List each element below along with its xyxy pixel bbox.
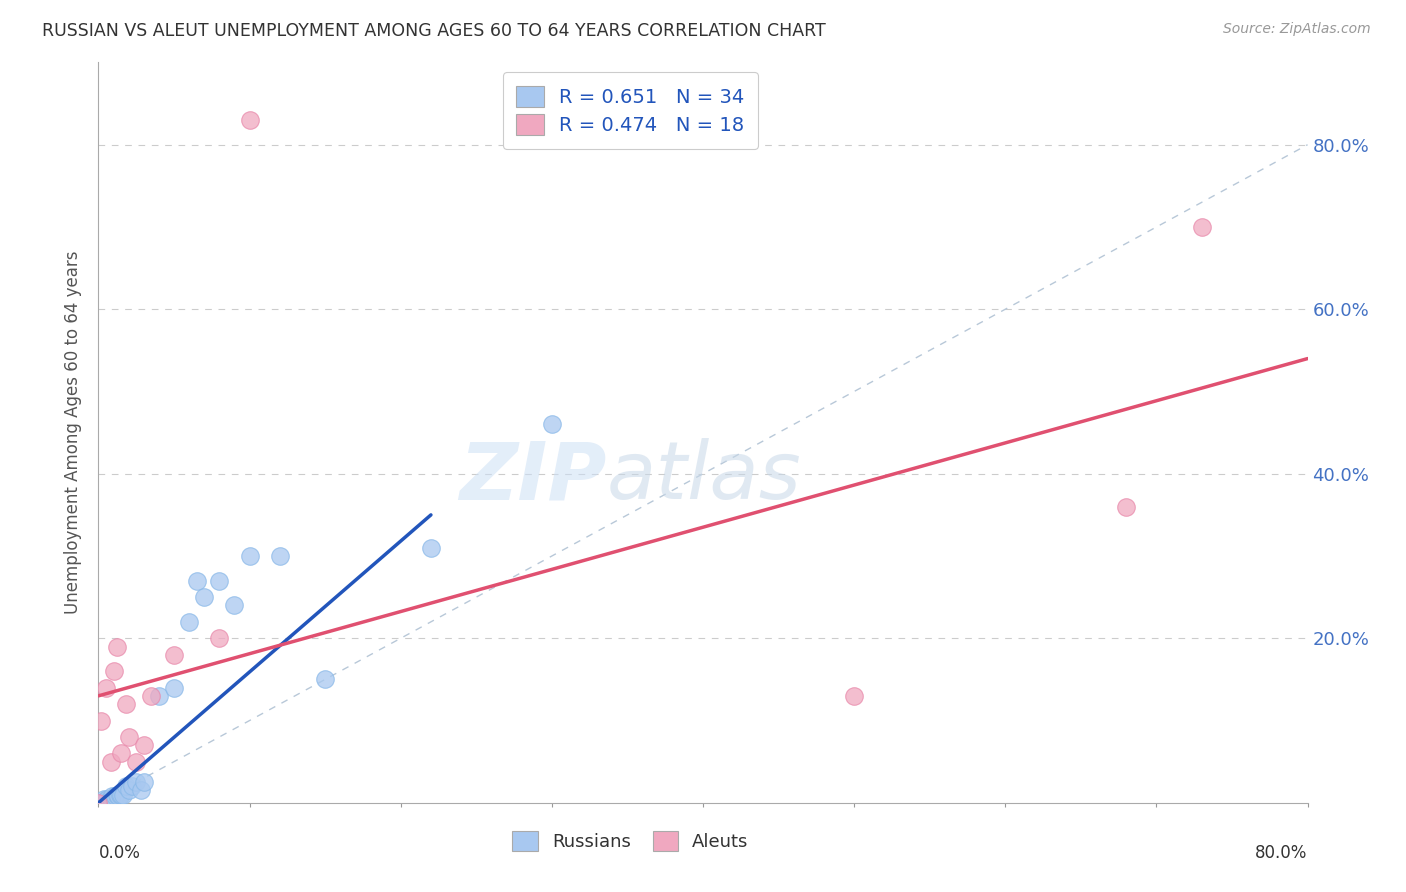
Point: [118, 783, 141, 797]
Point: [91, 796, 114, 810]
Text: RUSSIAN VS ALEUT UNEMPLOYMENT AMONG AGES 60 TO 64 YEARS CORRELATION CHART: RUSSIAN VS ALEUT UNEMPLOYMENT AMONG AGES…: [42, 22, 825, 40]
Point: [101, 789, 124, 804]
Point: [114, 697, 136, 711]
Point: [179, 615, 201, 629]
Point: [163, 648, 186, 662]
Point: [87, 796, 110, 810]
Point: [93, 791, 115, 805]
Point: [420, 541, 443, 555]
Point: [193, 590, 215, 604]
Point: [208, 574, 231, 588]
Point: [94, 681, 117, 695]
Point: [844, 689, 866, 703]
Point: [87, 796, 110, 810]
Point: [125, 755, 148, 769]
Point: [163, 681, 186, 695]
Point: [96, 791, 118, 805]
Point: [105, 788, 128, 802]
Point: [114, 780, 136, 794]
Point: [105, 640, 128, 654]
Point: [239, 549, 262, 563]
Legend: Russians, Aleuts: Russians, Aleuts: [503, 822, 758, 861]
Point: [118, 730, 141, 744]
Point: [1115, 500, 1137, 514]
Point: [141, 689, 163, 703]
Point: [224, 599, 246, 613]
Point: [98, 793, 121, 807]
Point: [314, 673, 336, 687]
Text: atlas: atlas: [606, 438, 801, 516]
Point: [132, 775, 155, 789]
Point: [108, 788, 131, 802]
Text: 80.0%: 80.0%: [1256, 844, 1308, 862]
Text: 0.0%: 0.0%: [98, 844, 141, 862]
Point: [540, 417, 562, 432]
Point: [110, 788, 132, 802]
Point: [90, 796, 112, 810]
Point: [110, 747, 132, 761]
Y-axis label: Unemployment Among Ages 60 to 64 years: Unemployment Among Ages 60 to 64 years: [65, 251, 83, 615]
Point: [103, 664, 125, 678]
Point: [269, 549, 291, 563]
Point: [186, 574, 208, 588]
Point: [104, 789, 127, 804]
Point: [239, 113, 262, 128]
Point: [90, 714, 112, 728]
Point: [148, 689, 170, 703]
Point: [103, 791, 125, 805]
Point: [132, 738, 155, 752]
Point: [111, 788, 134, 802]
Point: [1191, 219, 1213, 234]
Point: [107, 789, 129, 804]
Point: [129, 783, 152, 797]
Point: [100, 791, 122, 805]
Point: [208, 632, 231, 646]
Text: ZIP: ZIP: [458, 438, 606, 516]
Text: Source: ZipAtlas.com: Source: ZipAtlas.com: [1223, 22, 1371, 37]
Point: [121, 780, 143, 794]
Point: [94, 793, 117, 807]
Point: [125, 775, 148, 789]
Point: [100, 755, 122, 769]
